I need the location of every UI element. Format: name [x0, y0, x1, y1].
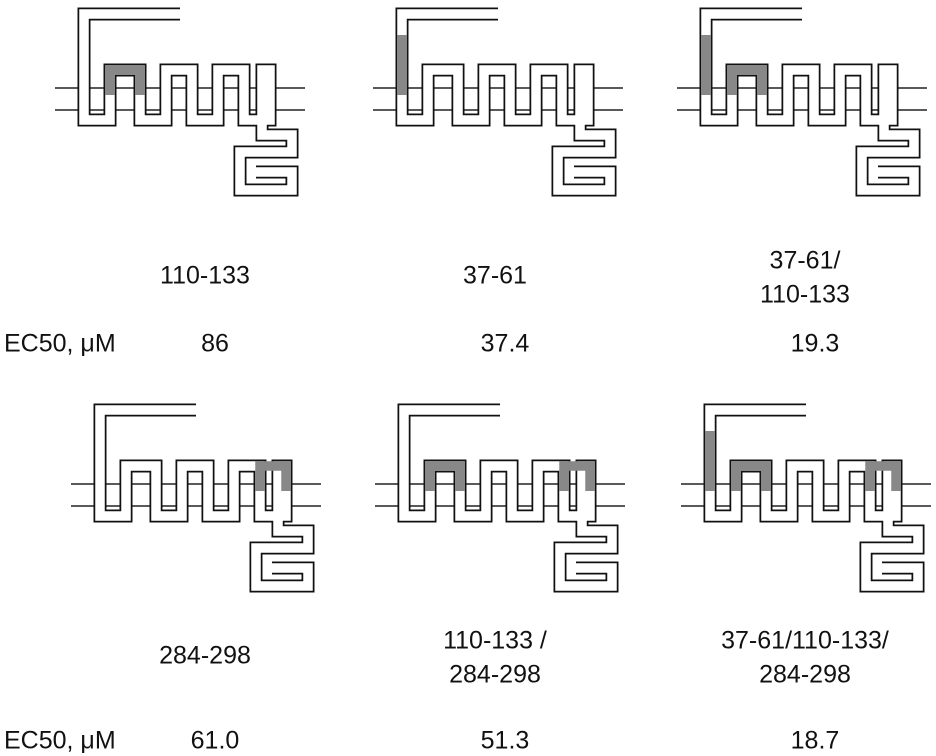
figure: 110-133 86 37-61 37.4 37-61/110-133 19.3 EC50,…	[0, 0, 936, 756]
panel-label: 284-298	[449, 661, 541, 689]
shaded-region	[110, 70, 140, 95]
protein-diagram	[681, 410, 931, 586]
ec50-value: 86	[201, 330, 229, 358]
panel-label: 37-61/110-133/	[721, 627, 889, 655]
shaded-region	[430, 466, 460, 491]
protein-diagram	[677, 14, 927, 190]
panel-label: 110-133	[160, 262, 250, 290]
ec50-value: 37.4	[481, 330, 530, 358]
panel-label: 37-61	[463, 262, 527, 290]
panel-label: 284-298	[759, 661, 851, 689]
ec50-value: 51.3	[481, 727, 530, 755]
ec50-label: EC50, μM	[4, 727, 116, 755]
protein-diagram	[71, 410, 321, 586]
ec50-value: 61.0	[191, 727, 240, 755]
panel-label: 110-133	[760, 281, 850, 309]
panel-label: 284-298	[159, 642, 251, 670]
protein-diagram	[55, 14, 305, 190]
ec50-label: EC50, μM	[4, 330, 116, 358]
ec50-value: 19.3	[791, 330, 840, 358]
shaded-region	[736, 466, 766, 491]
panel-label: 110-133 /	[443, 627, 547, 655]
shaded-region	[732, 70, 762, 95]
protein-diagram	[375, 410, 625, 586]
protein-diagram	[373, 14, 623, 190]
ec50-value: 18.7	[791, 727, 840, 755]
panel-label: 37-61/	[770, 247, 841, 275]
